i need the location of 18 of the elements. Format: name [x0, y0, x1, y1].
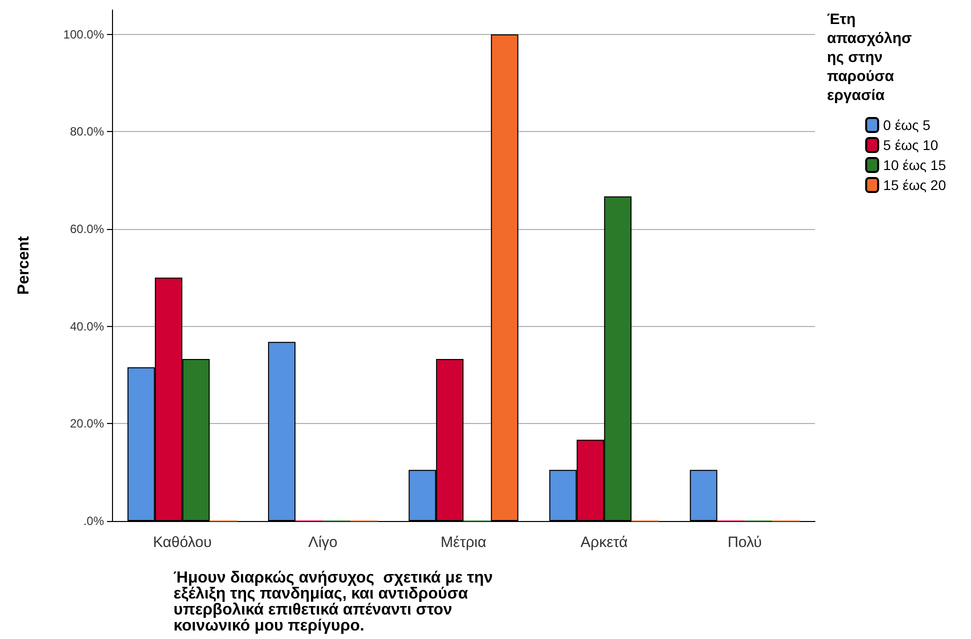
x-tick-label: Καθόλου: [152, 534, 212, 551]
legend-title: Έτη απασχόλησης στην παρούσα εργασία: [827, 11, 912, 104]
x-tick-label: Πολύ: [728, 534, 762, 551]
y-axis-title: Percent: [16, 235, 32, 295]
x-axis-title: Ήμουν διαρκώς ανήσυχος σχετικά με την εξέλιξη της πανδημίας, και αντιδρούσα υπερβολικά επιθετικά απέναντι στον κοινωνικό μου περίγυρο.: [174, 570, 498, 634]
y-tick-label: .0%: [83, 514, 104, 528]
x-tick-label: Λίγο: [308, 534, 338, 551]
legend-label: 5 έως 10: [883, 137, 938, 153]
legend-label: 10 έως 15: [883, 157, 946, 173]
y-tick-label: 60.0%: [70, 222, 104, 236]
legend-label: 0 έως 5: [883, 117, 931, 133]
y-tick-label: 20.0%: [70, 416, 104, 431]
y-tick-label: 40.0%: [70, 319, 104, 334]
legend-label: 15 έως 20: [883, 177, 946, 193]
y-tick-label: 100.0%: [63, 27, 104, 42]
x-tick-label: Αρκετά: [580, 534, 628, 551]
y-tick-label: 80.0%: [70, 124, 104, 139]
x-tick-label: Μέτρια: [440, 534, 487, 551]
